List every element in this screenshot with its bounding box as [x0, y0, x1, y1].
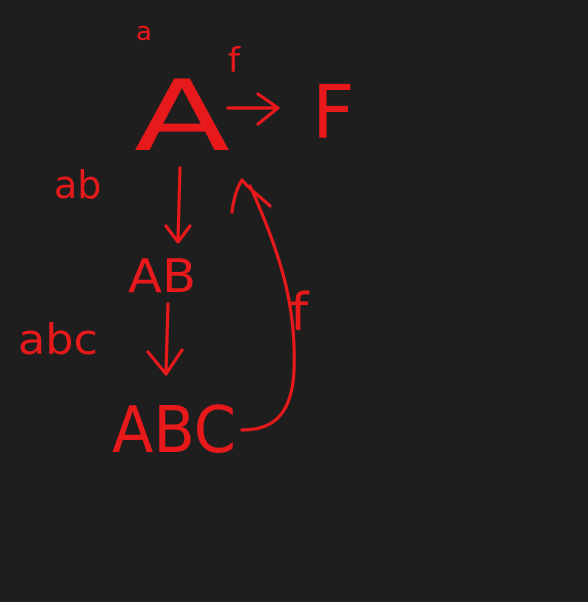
edge-a-to-ab-line	[176, 166, 182, 242]
edge-a-to-f	[226, 92, 280, 126]
edge-a-to-f-label: f	[228, 41, 241, 81]
state-abc: ABC	[112, 394, 236, 468]
state-ab: AB	[128, 249, 196, 303]
edge-abc-to-a-label: f	[290, 283, 310, 343]
state-a: A	[134, 60, 230, 174]
edge-ab-to-abc-arrowhead	[146, 348, 184, 376]
edge-abc-to-a-line	[240, 184, 296, 432]
edge-a-to-f-arrowhead	[256, 92, 280, 126]
edge-a-to-ab-label: ab	[54, 163, 101, 207]
edge-abc-to-a	[230, 178, 296, 432]
edge-a-to-ab	[164, 166, 192, 244]
edge-ab-to-abc-label: abc	[18, 315, 98, 364]
edge-ab-to-abc	[146, 302, 184, 376]
edge-a-to-ab-arrowhead	[164, 224, 192, 244]
state-f: F	[312, 70, 355, 156]
edge-ab-to-abc-line	[164, 302, 170, 374]
initial-label: a	[136, 17, 152, 47]
edge-abc-to-a-arrowhead	[230, 178, 272, 214]
